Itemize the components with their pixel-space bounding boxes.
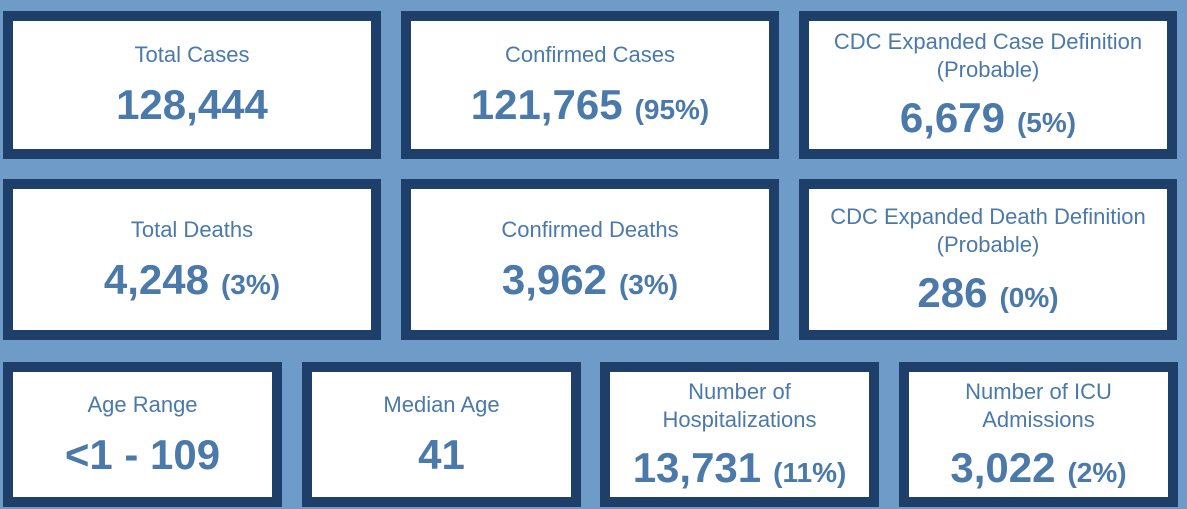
total-cases-card: Total Cases 128,444 <box>3 11 381 159</box>
total-deaths-value-line: 4,248 (3%) <box>104 256 280 304</box>
icu-admissions-label-line2: Admissions <box>982 406 1095 432</box>
probable-cases-value: 6,679 <box>899 94 1005 141</box>
probable-deaths-value: 286 <box>917 268 988 316</box>
total-deaths-value: 4,248 <box>103 255 209 303</box>
total-cases-value-line: 128,444 <box>116 81 268 129</box>
probable-cases-card: CDC Expanded Case Definition (Probable) … <box>799 11 1177 159</box>
probable-deaths-card: CDC Expanded Death Definition (Probable)… <box>799 179 1177 340</box>
confirmed-deaths-value-line: 3,962 (3%) <box>502 256 678 304</box>
confirmed-cases-value: 121,765 <box>470 81 623 128</box>
probable-deaths-label-line1: CDC Expanded Death Definition <box>830 203 1146 229</box>
total-deaths-card: Total Deaths 4,248 (3%) <box>3 179 381 340</box>
confirmed-deaths-percent: (3%) <box>618 268 679 300</box>
hospitalizations-label-line2: Hospitalizations <box>662 406 817 432</box>
hospitalizations-card: Number of Hospitalizations 13,731 (11%) <box>600 362 879 507</box>
icu-admissions-card: Number of ICU Admissions 3,022 (2%) <box>899 362 1178 507</box>
median-age-value-line: 41 <box>418 431 465 479</box>
probable-cases-percent: (5%) <box>1016 107 1077 138</box>
probable-cases-value-line: 6,679 (5%) <box>900 94 1076 142</box>
icu-admissions-percent: (2%) <box>1067 456 1127 488</box>
hospitalizations-label-line1: Number of <box>688 378 791 404</box>
total-deaths-label: Total Deaths <box>130 216 254 242</box>
icu-admissions-label-line1: Number of ICU <box>965 378 1112 404</box>
confirmed-deaths-card: Confirmed Deaths 3,962 (3%) <box>401 179 779 340</box>
probable-cases-label-line2: (Probable) <box>936 57 1040 82</box>
age-range-card: Age Range <1 - 109 <box>3 362 282 507</box>
total-deaths-percent: (3%) <box>220 268 281 300</box>
age-range-value-line: <1 - 109 <box>65 431 220 479</box>
total-cases-label: Total Cases <box>134 42 250 67</box>
probable-deaths-value-line: 286 (0%) <box>917 269 1058 317</box>
median-age-label: Median Age <box>383 391 500 417</box>
icu-admissions-value-line: 3,022 (2%) <box>950 444 1126 492</box>
confirmed-deaths-value: 3,962 <box>501 255 607 303</box>
age-range-label: Age Range <box>87 391 198 417</box>
median-age-value: 41 <box>418 430 465 478</box>
confirmed-cases-percent: (95%) <box>634 94 710 125</box>
confirmed-cases-card: Confirmed Cases 121,765 (95%) <box>401 11 779 159</box>
hospitalizations-percent: (11%) <box>773 456 847 488</box>
hospitalizations-value-line: 13,731 (11%) <box>633 444 847 492</box>
hospitalizations-value: 13,731 <box>632 443 762 491</box>
confirmed-cases-label: Confirmed Cases <box>505 42 675 67</box>
age-range-value: <1 - 109 <box>64 430 221 478</box>
icu-admissions-value: 3,022 <box>950 443 1056 491</box>
probable-deaths-percent: (0%) <box>999 281 1059 313</box>
probable-cases-label-line1: CDC Expanded Case Definition <box>833 29 1143 54</box>
median-age-card: Median Age 41 <box>302 362 581 507</box>
confirmed-cases-value-line: 121,765 (95%) <box>471 81 710 129</box>
confirmed-deaths-label: Confirmed Deaths <box>501 216 679 242</box>
probable-deaths-label-line2: (Probable) <box>936 231 1040 257</box>
total-cases-value: 128,444 <box>116 81 268 128</box>
